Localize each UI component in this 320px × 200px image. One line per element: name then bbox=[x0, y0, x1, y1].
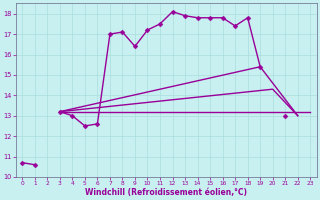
X-axis label: Windchill (Refroidissement éolien,°C): Windchill (Refroidissement éolien,°C) bbox=[85, 188, 247, 197]
